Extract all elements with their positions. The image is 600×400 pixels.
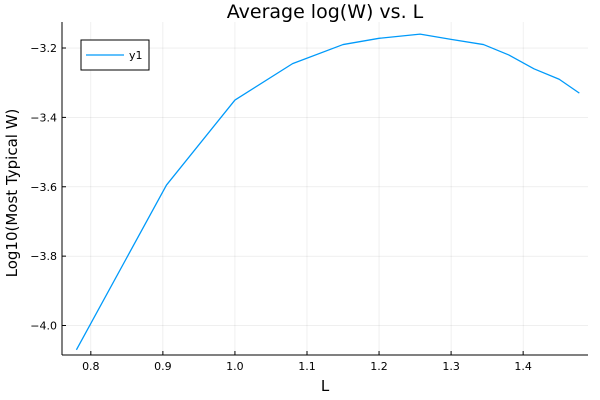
x-tick-label: 1.4 <box>514 360 532 373</box>
x-axis-title: L <box>321 377 330 395</box>
x-tick-label: 0.8 <box>82 360 100 373</box>
y-tick-label: −3.8 <box>30 250 57 263</box>
y-tick-label: −3.2 <box>30 42 57 55</box>
grid-layer <box>62 22 588 355</box>
y-tick-label: −3.6 <box>30 181 57 194</box>
series-line-y1 <box>75 33 580 351</box>
axis-layer <box>61 22 588 356</box>
y-tick-label: −4.0 <box>30 320 57 333</box>
x-tick-label: 1.3 <box>442 360 460 373</box>
chart-title: Average log(W) vs. L <box>227 1 424 23</box>
legend-label-y1: y1 <box>129 49 143 62</box>
x-tick-label: 0.9 <box>154 360 172 373</box>
y-tick-label: −3.4 <box>30 111 57 124</box>
legend: y1 <box>80 39 150 71</box>
y-axis-title: Log10(Most Typical W) <box>3 109 21 278</box>
series-layer <box>75 33 580 351</box>
x-tick-label: 1.2 <box>370 360 388 373</box>
x-tick-label: 1.1 <box>298 360 316 373</box>
y-tick-layer: −4.0 −3.8 −3.6 −3.4 −3.2 <box>30 42 66 333</box>
x-tick-layer: 0.8 0.9 1.0 1.1 1.2 1.3 1.4 <box>82 351 532 373</box>
x-tick-label: 1.0 <box>226 360 244 373</box>
